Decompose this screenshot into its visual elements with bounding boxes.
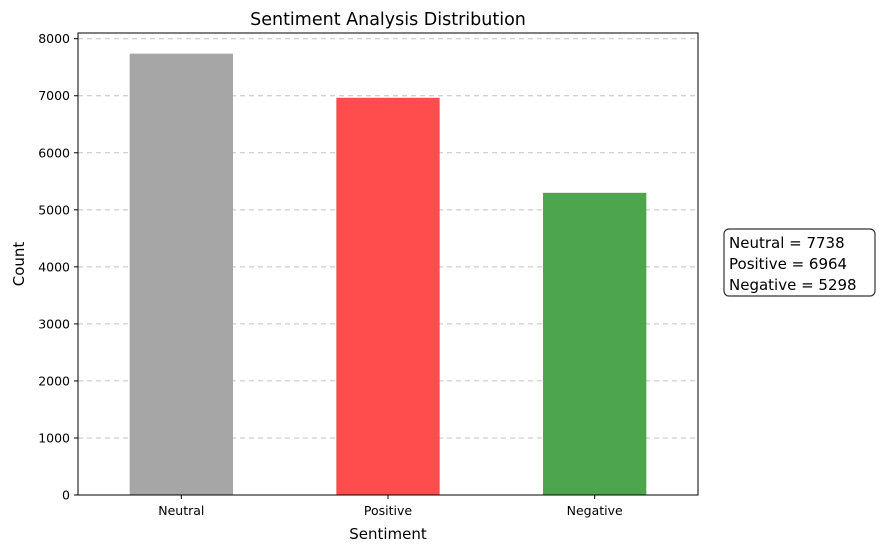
y-tick-label: 5000 (38, 202, 70, 217)
y-tick-label: 6000 (38, 145, 70, 160)
x-tick-label-neutral: Neutral (158, 503, 204, 518)
y-tick-label: 2000 (38, 373, 70, 388)
y-axis-ticks: 0 1000 2000 3000 4000 5000 6000 7000 8000 (38, 31, 78, 503)
x-axis-label: Sentiment (349, 525, 427, 543)
y-tick-label: 0 (62, 488, 70, 503)
y-tick-label: 1000 (38, 430, 70, 445)
summary-line-negative: Negative = 5298 (729, 276, 857, 294)
x-axis-ticks: Neutral Positive Negative (158, 495, 623, 518)
bar-positive (336, 97, 440, 496)
bar-negative (543, 192, 647, 495)
summary-line-neutral: Neutral = 7738 (729, 234, 845, 252)
chart-title: Sentiment Analysis Distribution (250, 10, 526, 30)
y-tick-label: 7000 (38, 88, 70, 103)
y-axis-label: Count (10, 242, 28, 287)
bar-neutral (129, 53, 233, 496)
x-tick-label-negative: Negative (567, 503, 623, 518)
y-tick-label: 4000 (38, 259, 70, 274)
bars (129, 53, 647, 496)
summary-box: Neutral = 7738 Positive = 6964 Negative … (723, 228, 876, 297)
summary-box-frame (723, 228, 876, 297)
summary-line-positive: Positive = 6964 (729, 255, 847, 273)
y-tick-label: 3000 (38, 316, 70, 331)
x-tick-label-positive: Positive (364, 503, 412, 518)
y-tick-label: 8000 (38, 31, 70, 46)
